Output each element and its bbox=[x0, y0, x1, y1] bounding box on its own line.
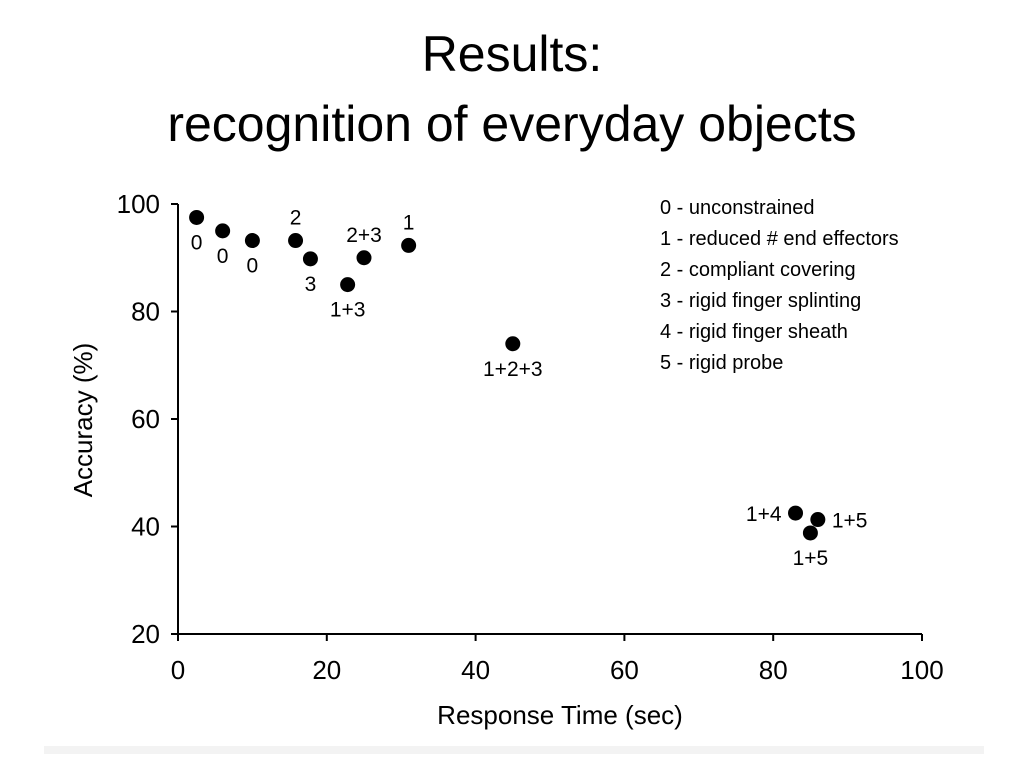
y-tick-label: 60 bbox=[131, 404, 160, 434]
legend-entry: 2 - compliant covering bbox=[660, 259, 856, 281]
legend-entry: 0 - unconstrained bbox=[660, 197, 815, 219]
point-label: 0 bbox=[217, 245, 229, 268]
point-label: 2+3 bbox=[346, 224, 382, 247]
data-point bbox=[505, 336, 521, 352]
data-point bbox=[302, 251, 318, 267]
legend-entry: 5 - rigid probe bbox=[660, 352, 783, 374]
data-point bbox=[356, 250, 372, 266]
point-label: 1+2+3 bbox=[483, 358, 543, 381]
point-label: 2 bbox=[290, 207, 302, 230]
point-label: 3 bbox=[305, 273, 317, 296]
data-point bbox=[788, 505, 804, 521]
data-points bbox=[189, 209, 826, 541]
point-label: 1+4 bbox=[746, 503, 782, 526]
x-axis-title: Response Time (sec) bbox=[437, 700, 683, 730]
point-label: 0 bbox=[247, 255, 259, 278]
legend-entry: 1 - reduced # end effectors bbox=[660, 228, 899, 250]
data-point bbox=[189, 209, 205, 225]
data-point bbox=[340, 277, 356, 293]
x-tick-label: 40 bbox=[461, 655, 490, 685]
y-tick-label: 80 bbox=[131, 297, 160, 327]
x-tick-label: 60 bbox=[610, 655, 639, 685]
y-tick-label: 100 bbox=[117, 189, 160, 219]
x-tick-label: 80 bbox=[759, 655, 788, 685]
x-tick-label: 20 bbox=[312, 655, 341, 685]
point-label: 0 bbox=[191, 231, 203, 254]
point-label: 1+5 bbox=[832, 510, 868, 533]
point-label: 1 bbox=[403, 211, 415, 234]
slide-title-line-2: recognition of everyday objects bbox=[167, 96, 857, 152]
point-label: 1+5 bbox=[793, 547, 829, 570]
data-point bbox=[802, 525, 818, 541]
legend: 0 - unconstrained 1 - reduced # end effec… bbox=[660, 197, 899, 374]
legend-entry: 3 - rigid finger splinting bbox=[660, 290, 861, 312]
y-axis-title: Accuracy (%) bbox=[68, 343, 98, 498]
y-tick-label: 40 bbox=[131, 512, 160, 542]
point-label: 1+3 bbox=[330, 299, 366, 322]
data-point bbox=[810, 512, 826, 528]
x-tick-label: 100 bbox=[900, 655, 943, 685]
data-point bbox=[244, 233, 260, 249]
legend-entry: 4 - rigid finger sheath bbox=[660, 321, 848, 343]
data-point bbox=[215, 223, 231, 239]
slide-footer-bar bbox=[44, 746, 984, 754]
data-point bbox=[401, 237, 417, 253]
slide-title-line-1: Results: bbox=[421, 26, 603, 82]
data-point bbox=[288, 233, 304, 249]
y-tick-label: 20 bbox=[131, 619, 160, 649]
x-tick-label: 0 bbox=[171, 655, 185, 685]
